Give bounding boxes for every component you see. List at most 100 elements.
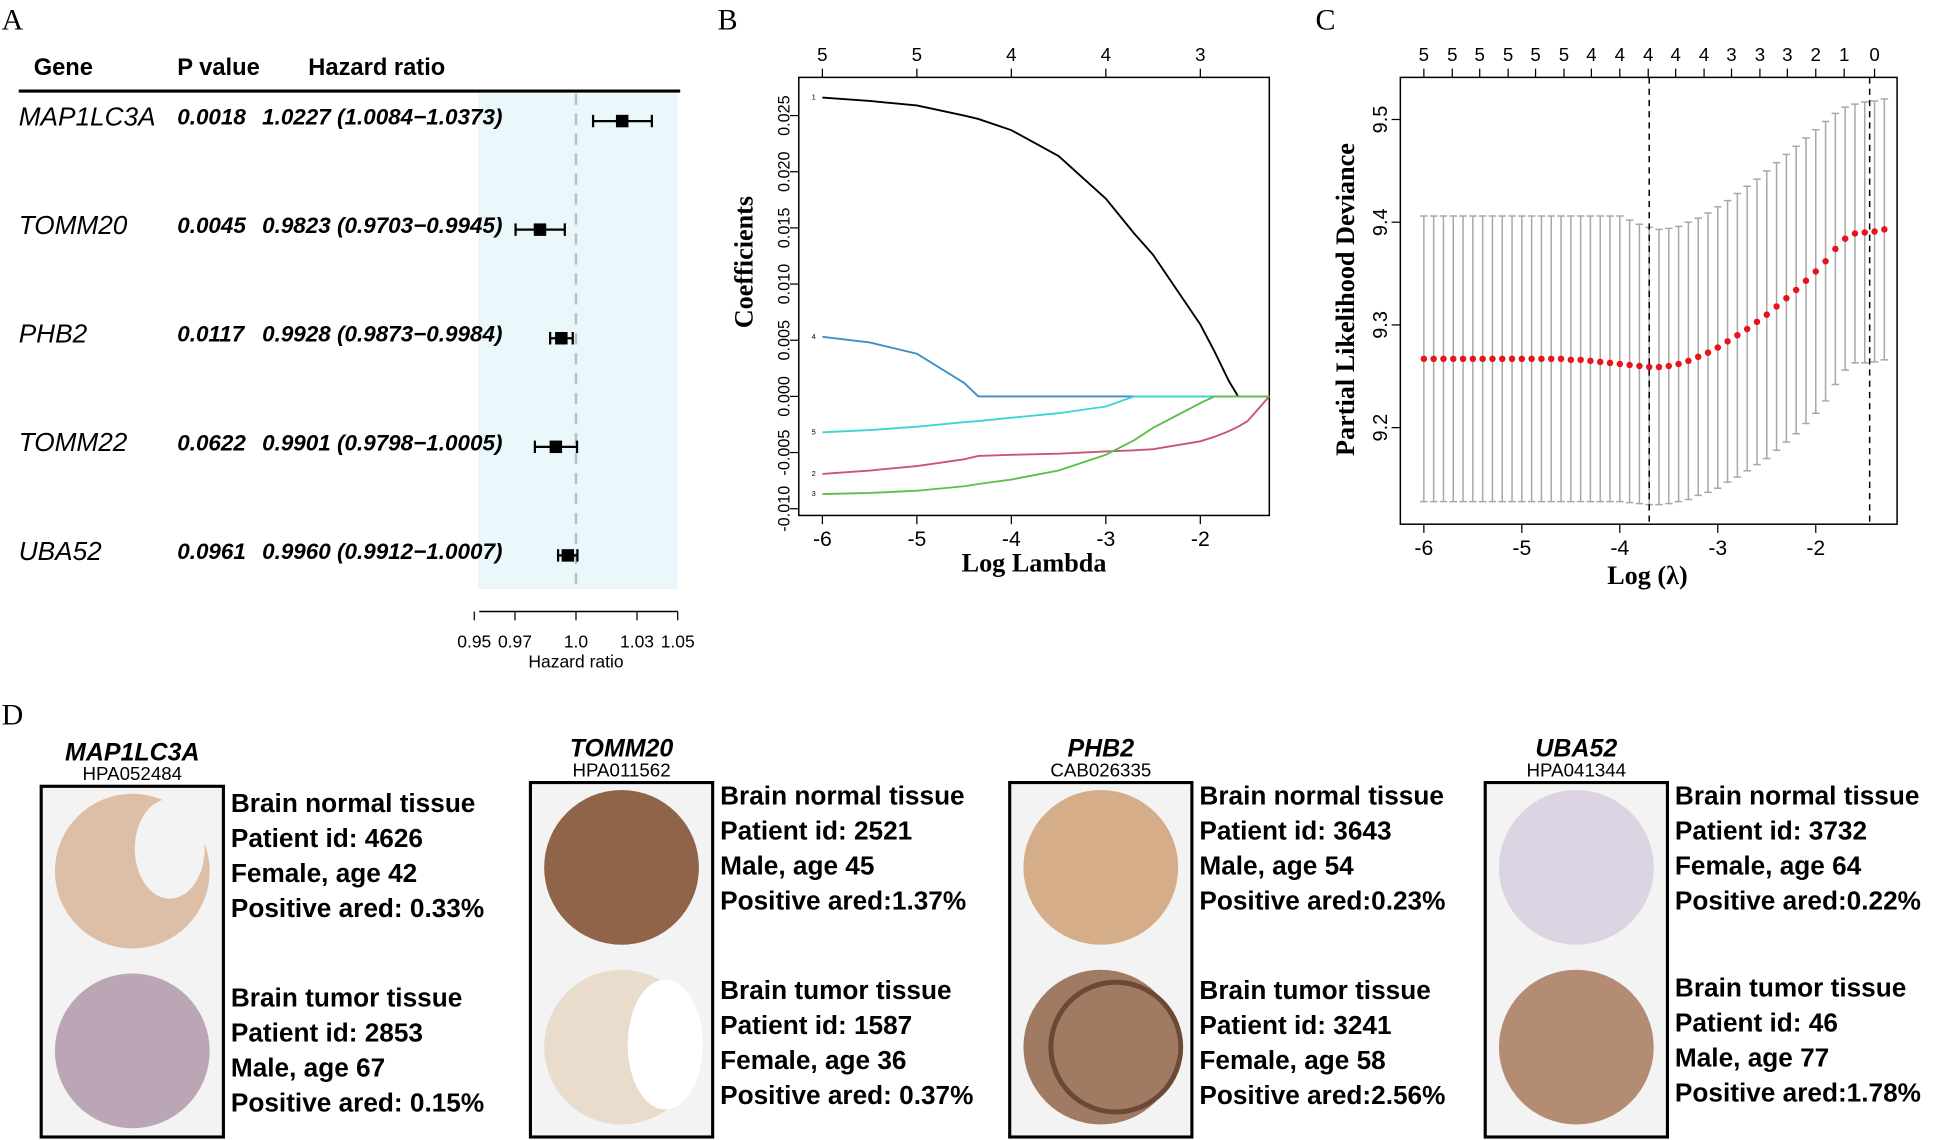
hr-point bbox=[555, 331, 568, 345]
x-axis-label: Hazard ratio bbox=[528, 651, 623, 671]
top-tick-label: 3 bbox=[1726, 44, 1736, 65]
x-tick-label: 0.97 bbox=[498, 631, 532, 651]
hr-point bbox=[533, 223, 547, 236]
deviance-point bbox=[1606, 359, 1614, 367]
gene-name: PHB2 bbox=[1068, 735, 1135, 763]
normal-info: Brain normal tissue bbox=[720, 780, 965, 810]
series-label: 5 bbox=[812, 427, 816, 436]
p-value: 0.0018 bbox=[177, 105, 246, 130]
error-bar bbox=[1606, 215, 1614, 503]
deviance-point bbox=[1508, 355, 1516, 363]
antibody: HPA011562 bbox=[572, 759, 670, 780]
top-tick-label: 4 bbox=[1615, 44, 1625, 65]
normal-info: Positive ared:0.22% bbox=[1675, 885, 1921, 915]
plot-frame bbox=[798, 76, 1271, 517]
error-bar bbox=[1616, 215, 1624, 503]
shading bbox=[478, 93, 678, 590]
normal-info: Female, age 42 bbox=[231, 858, 417, 888]
x-tick-label: -2 bbox=[1191, 528, 1210, 551]
panel-label: D bbox=[2, 699, 24, 732]
deviance-point bbox=[1479, 355, 1486, 363]
x-tick-label: -3 bbox=[1096, 528, 1115, 551]
deviance-point bbox=[1498, 355, 1506, 363]
tumor-info: Positive ared:2.56% bbox=[1199, 1080, 1445, 1110]
deviance-point bbox=[1626, 361, 1633, 369]
error-bar bbox=[1625, 219, 1634, 504]
top-tick-label: 4 bbox=[1006, 44, 1016, 65]
hr-label: 0.9928 (0.9873−0.9984) bbox=[262, 322, 502, 347]
x-tick-label: 1.03 bbox=[620, 631, 654, 651]
x-tick-label: 1.0 bbox=[564, 631, 589, 651]
tissue-gap bbox=[134, 798, 205, 899]
top-tick-label: 4 bbox=[1670, 44, 1680, 65]
column-header: Hazard ratio bbox=[308, 55, 445, 81]
x-tick-label: -3 bbox=[1708, 537, 1727, 560]
normal-info: Brain normal tissue bbox=[1675, 780, 1920, 810]
column-header: Gene bbox=[34, 55, 93, 81]
y-tick-label: 0.020 bbox=[775, 151, 793, 192]
hr-point bbox=[561, 549, 575, 562]
top-tick-label: 4 bbox=[1643, 44, 1653, 65]
normal-info: Positive ared:1.37% bbox=[720, 885, 966, 915]
deviance-point bbox=[1616, 360, 1624, 368]
x-axis-label: Log Lambda bbox=[962, 548, 1107, 577]
x-tick-label: -6 bbox=[813, 528, 832, 551]
top-tick-label: 4 bbox=[1101, 44, 1111, 65]
x-tick-label: -2 bbox=[1806, 537, 1825, 560]
normal-info: Brain normal tissue bbox=[1199, 780, 1444, 810]
gene-name: TOMM20 bbox=[570, 735, 674, 763]
gene-label: MAP1LC3A bbox=[19, 101, 156, 131]
deviance-point bbox=[1557, 355, 1565, 363]
antibody: CAB026335 bbox=[1050, 759, 1151, 780]
deviance-point bbox=[1802, 277, 1810, 285]
tumor-info: Brain tumor tissue bbox=[231, 983, 462, 1013]
x-tick-label: 0.95 bbox=[457, 631, 491, 651]
deviance-point bbox=[1665, 362, 1673, 370]
y-tick-label: 9.3 bbox=[1370, 311, 1392, 339]
column-header: P value bbox=[177, 55, 260, 81]
tumor-info: Brain tumor tissue bbox=[1199, 975, 1430, 1005]
tumor-info: Positive ared: 0.37% bbox=[720, 1080, 973, 1110]
tissue-tumor bbox=[54, 973, 210, 1129]
top-tick-label: 5 bbox=[1474, 44, 1484, 65]
tumor-info: Patient id: 2853 bbox=[231, 1018, 423, 1048]
y-tick-label: 9.4 bbox=[1370, 208, 1392, 236]
gene-label: PHB2 bbox=[19, 319, 88, 349]
gene-name: UBA52 bbox=[1535, 735, 1617, 763]
deviance-point bbox=[1734, 331, 1741, 339]
deviance-point bbox=[1704, 349, 1712, 356]
deviance-point bbox=[1714, 344, 1722, 351]
panel-label: A bbox=[2, 3, 24, 36]
top-tick-label: 5 bbox=[1530, 44, 1540, 65]
deviance-point bbox=[1518, 355, 1526, 363]
coefficient-path bbox=[822, 395, 1270, 496]
deviance-point bbox=[1430, 355, 1437, 363]
gene-label: TOMM20 bbox=[19, 210, 128, 240]
deviance-point bbox=[1459, 355, 1467, 363]
deviance-point bbox=[1753, 318, 1761, 326]
top-tick-label: 5 bbox=[1503, 44, 1513, 65]
deviance-point bbox=[1861, 229, 1868, 236]
deviance-point bbox=[1773, 303, 1780, 310]
y-axis-label: Coefficients bbox=[729, 196, 758, 328]
deviance-point bbox=[1812, 268, 1820, 275]
deviance-point bbox=[1792, 286, 1800, 294]
top-tick-label: 5 bbox=[912, 44, 922, 65]
tumor-info: Female, age 36 bbox=[720, 1045, 906, 1075]
deviance-point bbox=[1489, 355, 1496, 363]
deviance-point bbox=[1469, 355, 1477, 363]
x-tick-label: -5 bbox=[1512, 537, 1531, 560]
series-label: 3 bbox=[812, 489, 816, 498]
deviance-point bbox=[1724, 338, 1731, 345]
normal-info: Patient id: 2521 bbox=[720, 815, 912, 845]
deviance-point bbox=[1596, 358, 1604, 366]
panel-label: B bbox=[718, 3, 738, 36]
deviance-point bbox=[1685, 357, 1692, 365]
normal-info: Male, age 54 bbox=[1199, 850, 1354, 880]
p-value: 0.0622 bbox=[177, 430, 246, 455]
normal-info: Positive ared: 0.33% bbox=[231, 893, 484, 923]
top-tick-label: 3 bbox=[1755, 44, 1765, 65]
y-tick-label: 0.010 bbox=[775, 264, 793, 305]
antibody: HPA041344 bbox=[1527, 759, 1627, 780]
